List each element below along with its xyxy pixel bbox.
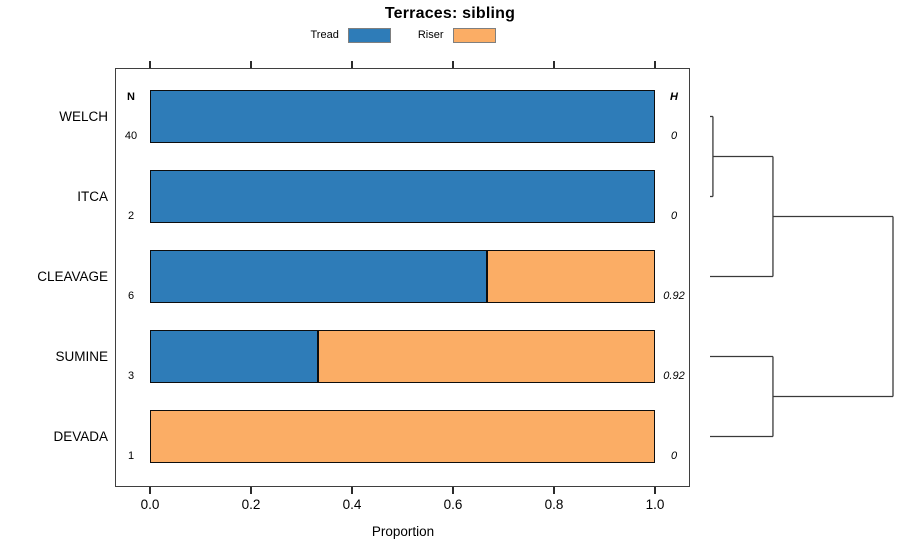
n-value: 2 (127, 210, 135, 222)
bottom-axis-tick (351, 487, 353, 494)
category-label: CLEAVAGE (37, 269, 108, 284)
h-column-header: H (670, 91, 678, 103)
bar-segment-riser (318, 330, 655, 383)
h-value: 0.92 (663, 290, 685, 302)
category-label: DEVADA (53, 429, 108, 444)
bar-segment-riser (486, 250, 655, 303)
n-value: 6 (127, 290, 135, 302)
n-column-header: N (127, 91, 135, 103)
bar-segment-tread (150, 170, 655, 223)
dendrogram (710, 115, 894, 438)
top-axis-tick (250, 61, 252, 68)
legend-item-tread: Tread (310, 27, 391, 43)
bottom-axis-tick (250, 487, 252, 494)
legend-label: Tread (310, 29, 339, 41)
top-axis-tick (553, 61, 555, 68)
h-value: 0 (670, 130, 678, 142)
x-tick-label: 0.4 (342, 497, 362, 512)
category-label: WELCH (59, 109, 108, 124)
chart-title: Terraces: sibling (384, 5, 516, 22)
x-tick-label: 0.8 (544, 497, 564, 512)
bar-segment-tread (150, 330, 319, 383)
x-tick-label: 0.2 (241, 497, 261, 512)
category-label: ITCA (77, 189, 108, 204)
h-value: 0.92 (663, 370, 685, 382)
bar-segment-riser (150, 410, 655, 463)
bar-segment-tread (150, 250, 487, 303)
x-tick-label: 0.0 (140, 497, 160, 512)
category-label: SUMINE (55, 349, 108, 364)
legend: Tread Riser (115, 26, 691, 44)
h-value: 0 (670, 450, 678, 462)
x-tick-label: 0.6 (443, 497, 463, 512)
top-axis-tick (654, 61, 656, 68)
x-tick-label: 1.0 (645, 497, 665, 512)
legend-swatch-icon (452, 27, 496, 43)
bottom-axis-tick (452, 487, 454, 494)
n-value: 40 (124, 130, 138, 142)
bar-segment-tread (150, 90, 655, 143)
h-value: 0 (670, 210, 678, 222)
legend-swatch-icon (347, 27, 391, 43)
legend-item-riser: Riser (417, 27, 496, 43)
bottom-axis-tick (553, 487, 555, 494)
bottom-axis-tick (654, 487, 656, 494)
bottom-axis-tick (149, 487, 151, 494)
top-axis-tick (351, 61, 353, 68)
n-value: 3 (127, 370, 135, 382)
x-axis-label: Proportion (371, 524, 435, 539)
plot-area (115, 68, 690, 487)
top-axis-tick (149, 61, 151, 68)
n-value: 1 (127, 450, 135, 462)
legend-label: Riser (417, 29, 444, 41)
top-axis-tick (452, 61, 454, 68)
